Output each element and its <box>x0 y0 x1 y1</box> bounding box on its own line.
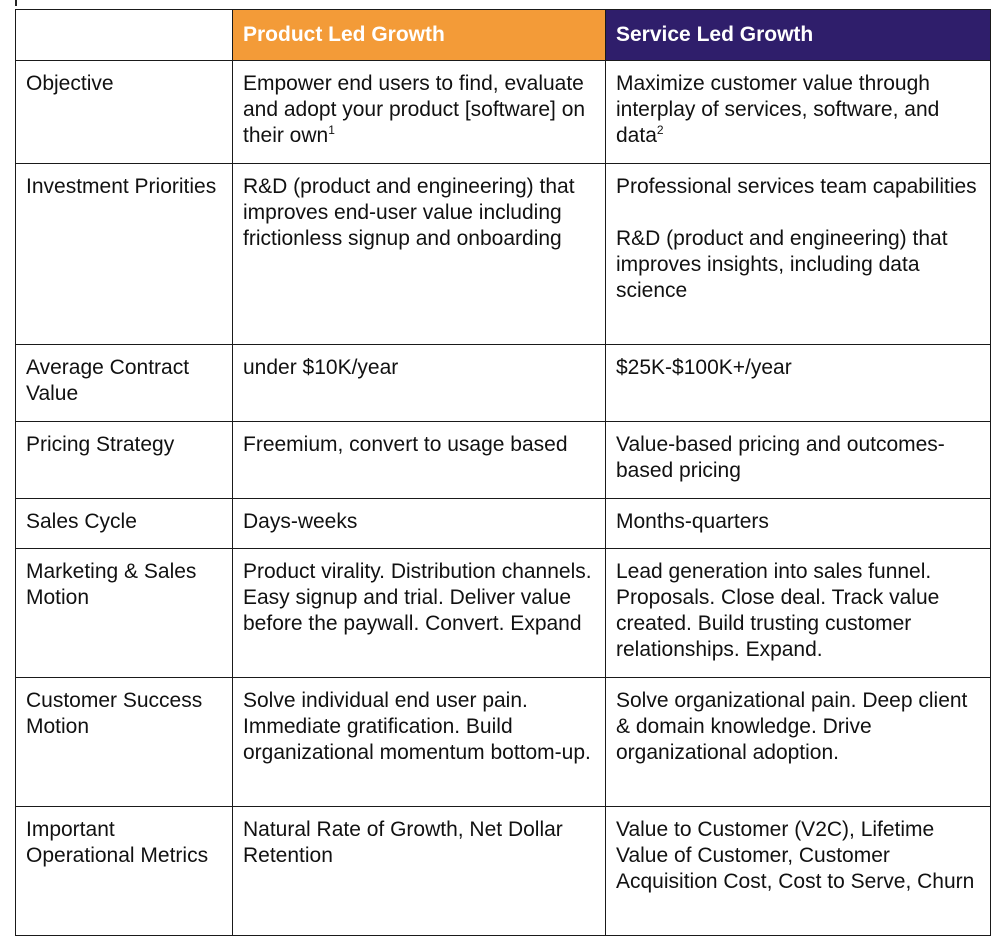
slg-paragraph: R&D (product and engineering) that impro… <box>616 227 948 302</box>
slg-cell: Value to Customer (V2C), Lifetime Value … <box>605 806 991 936</box>
table-row: Objective Empower end users to find, eva… <box>15 60 991 164</box>
slg-cell: Months-quarters <box>605 498 991 549</box>
table-row: Investment Priorities R&D (product and e… <box>15 163 991 345</box>
plg-cell: R&D (product and engineering) that impro… <box>232 163 606 345</box>
comparison-table: Product Led Growth Service Led Growth Ob… <box>15 9 991 936</box>
header-row: Product Led Growth Service Led Growth <box>15 9 991 61</box>
footnote-marker: 2 <box>656 123 664 137</box>
row-label: Average Contract Value <box>15 344 233 422</box>
slg-cell: Lead generation into sales funnel. Propo… <box>605 548 991 678</box>
slg-cell: Value-based pricing and outcomes-based p… <box>605 421 991 499</box>
row-label: Important Operational Metrics <box>15 806 233 936</box>
row-label: Objective <box>15 60 233 164</box>
row-label: Sales Cycle <box>15 498 233 549</box>
table-row: Average Contract Value under $10K/year $… <box>15 344 991 422</box>
table-row: Pricing Strategy Freemium, convert to us… <box>15 421 991 499</box>
header-service-led-growth: Service Led Growth <box>605 9 991 61</box>
table-row: Important Operational Metrics Natural Ra… <box>15 806 991 936</box>
plg-cell: Solve individual end user pain. Immediat… <box>232 677 606 807</box>
row-label: Customer Success Motion <box>15 677 233 807</box>
plg-cell: under $10K/year <box>232 344 606 422</box>
slg-text: Maximize customer value through interpla… <box>616 72 940 147</box>
row-label: Marketing & Sales Motion <box>15 548 233 678</box>
slg-cell: Solve organizational pain. Deep client &… <box>605 677 991 807</box>
slg-cell: $25K-$100K+/year <box>605 344 991 422</box>
plg-cell: Empower end users to find, evaluate and … <box>232 60 606 164</box>
table-row: Sales Cycle Days-weeks Months-quarters <box>15 498 991 549</box>
header-product-led-growth: Product Led Growth <box>232 9 606 61</box>
plg-cell: Freemium, convert to usage based <box>232 421 606 499</box>
plg-cell: Natural Rate of Growth, Net Dollar Reten… <box>232 806 606 936</box>
plg-text: Empower end users to find, evaluate and … <box>243 72 586 147</box>
slg-cell: Maximize customer value through interpla… <box>605 60 991 164</box>
table-row: Customer Success Motion Solve individual… <box>15 677 991 807</box>
footnote-marker: 1 <box>328 123 335 137</box>
plg-cell: Product virality. Distribution channels.… <box>232 548 606 678</box>
slg-cell: Professional services team capabilities … <box>605 163 991 345</box>
row-label: Investment Priorities <box>15 163 233 345</box>
slg-paragraph: Professional services team capabilities <box>616 175 977 198</box>
table-row: Marketing & Sales Motion Product viralit… <box>15 548 991 678</box>
header-blank-cell <box>15 9 233 61</box>
row-label: Pricing Strategy <box>15 421 233 499</box>
top-edge-mark <box>15 0 17 6</box>
plg-cell: Days-weeks <box>232 498 606 549</box>
